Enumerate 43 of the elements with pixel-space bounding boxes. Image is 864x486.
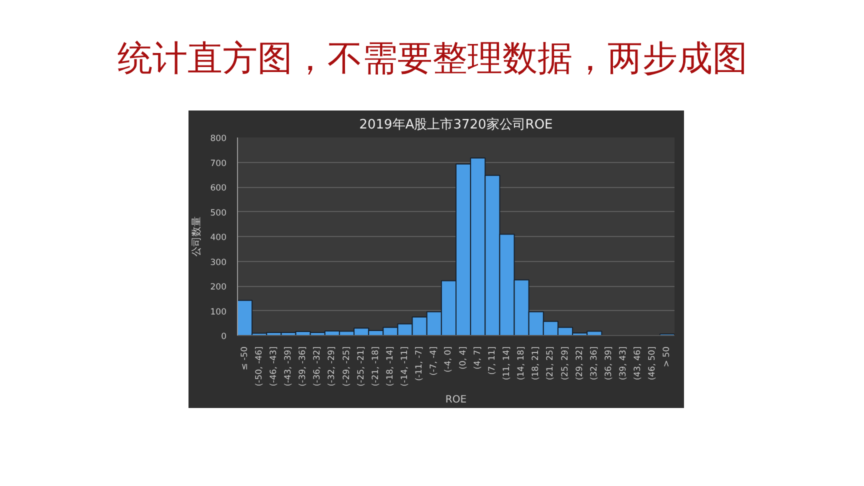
x-tick-label: (14, 18]: [516, 346, 527, 380]
x-tick-label: (-11, -7]: [414, 346, 425, 381]
x-tick-label: (-21, -18]: [370, 346, 381, 386]
y-tick-label: 100: [210, 307, 227, 318]
x-tick-label: (18, 21]: [531, 346, 542, 380]
y-tick-label: 600: [210, 184, 227, 194]
x-axis-title: ROE: [445, 394, 467, 406]
x-tick-label: (-39, -36]: [298, 346, 308, 386]
y-tick-label: 0: [221, 332, 227, 342]
y-tick-label: 800: [210, 134, 227, 144]
y-tick-label: 300: [210, 258, 227, 268]
text: 统计直方图，不需要整理数据，两步成图: [118, 38, 748, 79]
x-tick-label: (25, 29]: [560, 346, 570, 380]
x-tick-label: (7, 11]: [487, 346, 498, 375]
x-tick-label: > 50: [662, 346, 672, 368]
x-tick-label: (21, 25]: [546, 346, 556, 380]
x-tick-label: (-7, -4]: [429, 346, 440, 376]
x-tick-label: (36, 39]: [604, 346, 614, 380]
x-tick-label: (-50, -46]: [254, 346, 264, 386]
x-tick-label: (39, 43]: [618, 346, 629, 380]
y-tick-label: 400: [210, 233, 227, 243]
x-tick-label: (-25, -21]: [356, 346, 366, 386]
x-tick-label: (29, 32]: [574, 346, 585, 380]
x-tick-label: (32, 36]: [589, 346, 600, 380]
x-tick-label: (-14, -11]: [400, 346, 410, 386]
x-tick-label: (11, 14]: [502, 346, 512, 380]
x-tick-label: (-18, -14]: [385, 346, 396, 386]
x-tick-label: (-4, 0]: [444, 346, 454, 372]
x-tick-label: (-32, -29]: [327, 346, 338, 386]
chart-title: 2019年A股上市3720家公司ROE: [359, 116, 553, 132]
y-tick-label: 700: [210, 158, 227, 169]
y-tick-label: 500: [210, 208, 227, 218]
x-tick-label: (-36, -32]: [312, 346, 323, 386]
x-tick-label: (4, 7]: [472, 346, 483, 370]
y-axis-title: 公司数量: [190, 216, 202, 256]
y-tick-label: 200: [210, 282, 227, 292]
x-tick-label: (-29, -25]: [342, 346, 352, 386]
x-tick-label: (-43, -39]: [283, 346, 294, 386]
x-tick-label: (46, 50]: [648, 346, 658, 380]
x-tick-label: ≤ -50: [240, 346, 250, 370]
x-tick-label: (0, 4]: [458, 346, 468, 370]
x-tick-label: (-46, -43]: [268, 346, 279, 386]
x-tick-label: (43, 46]: [633, 346, 644, 380]
